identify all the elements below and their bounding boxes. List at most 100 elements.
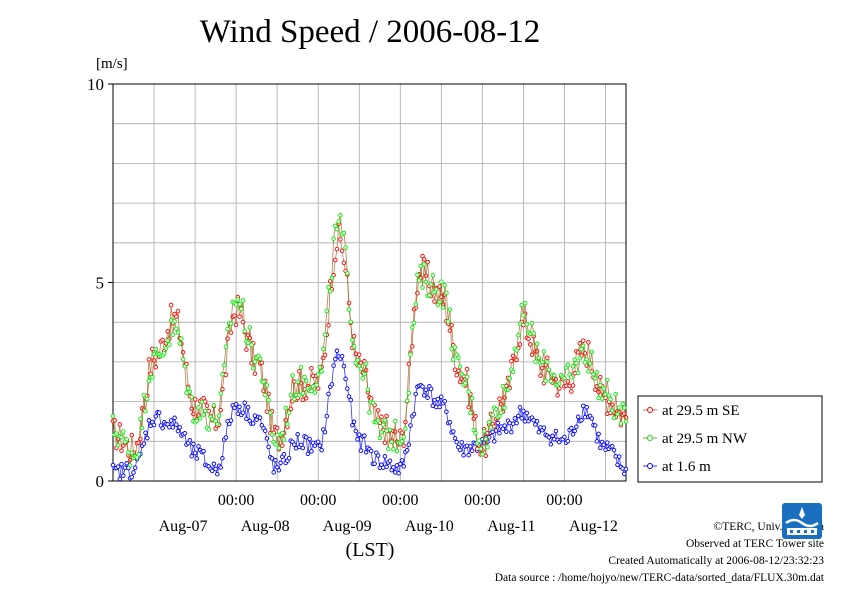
data-point bbox=[384, 413, 389, 419]
data-point bbox=[121, 473, 126, 478]
data-point bbox=[341, 363, 347, 369]
data-point bbox=[211, 461, 217, 467]
data-point bbox=[399, 458, 405, 463]
legend-box bbox=[637, 395, 823, 483]
data-point bbox=[365, 387, 371, 392]
data-point bbox=[350, 337, 355, 343]
data-point bbox=[172, 415, 177, 421]
data-point bbox=[240, 410, 246, 415]
data-point bbox=[273, 458, 278, 463]
data-point bbox=[197, 416, 203, 421]
data-point bbox=[247, 325, 253, 330]
data-point bbox=[572, 357, 577, 362]
data-point bbox=[411, 320, 417, 326]
data-point bbox=[319, 369, 324, 374]
data-point bbox=[440, 305, 446, 310]
data-point bbox=[536, 355, 542, 361]
data-point bbox=[408, 352, 413, 357]
data-point bbox=[577, 341, 583, 346]
data-point bbox=[565, 379, 571, 384]
data-point bbox=[516, 333, 521, 338]
data-point bbox=[168, 302, 174, 308]
data-point bbox=[553, 428, 559, 434]
data-point bbox=[194, 456, 200, 461]
chart-title: Wind Speed / 2006-08-12 bbox=[199, 14, 541, 50]
data-point bbox=[620, 401, 625, 407]
data-point bbox=[153, 347, 159, 352]
legend-marker bbox=[647, 435, 653, 441]
data-point bbox=[257, 356, 263, 362]
data-point bbox=[481, 428, 487, 434]
data-point bbox=[493, 428, 499, 433]
data-point bbox=[326, 285, 331, 290]
data-point bbox=[545, 355, 550, 361]
data-point bbox=[392, 429, 398, 434]
data-point bbox=[565, 438, 571, 444]
data-point bbox=[502, 423, 507, 428]
data-point bbox=[223, 344, 229, 349]
legend-label: at 1.6 m bbox=[662, 459, 711, 475]
data-point bbox=[206, 408, 212, 414]
data-point bbox=[574, 424, 579, 429]
data-point bbox=[437, 404, 442, 410]
data-point bbox=[228, 321, 234, 327]
data-point bbox=[115, 464, 121, 469]
data-point bbox=[189, 394, 194, 400]
data-point bbox=[317, 443, 323, 448]
data-point bbox=[228, 330, 234, 335]
data-point bbox=[339, 248, 345, 254]
data-point bbox=[526, 336, 531, 342]
data-point bbox=[589, 416, 595, 421]
data-point bbox=[399, 430, 405, 436]
data-point bbox=[427, 293, 432, 298]
data-point bbox=[599, 396, 605, 401]
data-point bbox=[423, 387, 429, 393]
data-point bbox=[309, 365, 314, 371]
data-point bbox=[136, 452, 141, 457]
data-point bbox=[439, 394, 444, 399]
data-point bbox=[245, 340, 251, 346]
data-point bbox=[375, 408, 381, 413]
data-point bbox=[153, 364, 159, 370]
data-point bbox=[379, 414, 384, 420]
data-point bbox=[367, 410, 372, 415]
data-point bbox=[268, 410, 273, 416]
data-point bbox=[228, 418, 234, 423]
data-point bbox=[286, 455, 292, 461]
data-point bbox=[194, 418, 200, 424]
data-point bbox=[143, 430, 148, 435]
data-point bbox=[516, 413, 521, 419]
data-point bbox=[314, 382, 319, 388]
data-point bbox=[288, 392, 294, 398]
data-point bbox=[237, 314, 242, 319]
data-point bbox=[244, 347, 249, 352]
data-point bbox=[360, 376, 365, 381]
data-point bbox=[432, 299, 437, 304]
data-point bbox=[346, 394, 352, 399]
data-point bbox=[428, 386, 434, 392]
data-point bbox=[196, 444, 201, 449]
data-point bbox=[382, 454, 388, 459]
data-point bbox=[387, 427, 393, 433]
data-point bbox=[483, 436, 489, 442]
data-point bbox=[464, 366, 470, 372]
data-point bbox=[189, 453, 194, 459]
data-point bbox=[463, 381, 468, 386]
data-point bbox=[168, 318, 174, 323]
data-point bbox=[191, 441, 196, 447]
data-point bbox=[290, 373, 295, 378]
data-point bbox=[242, 400, 247, 406]
data-point bbox=[527, 331, 533, 337]
data-point bbox=[262, 428, 268, 434]
data-point bbox=[622, 405, 627, 411]
data-point bbox=[362, 433, 367, 438]
data-point bbox=[546, 367, 552, 372]
data-point bbox=[623, 419, 629, 424]
data-point bbox=[386, 446, 391, 452]
x-time-label: 00:00 bbox=[546, 492, 582, 509]
data-point bbox=[124, 461, 129, 466]
data-point bbox=[541, 425, 547, 430]
data-point bbox=[307, 436, 312, 442]
data-point bbox=[615, 412, 620, 417]
data-point bbox=[218, 391, 223, 396]
